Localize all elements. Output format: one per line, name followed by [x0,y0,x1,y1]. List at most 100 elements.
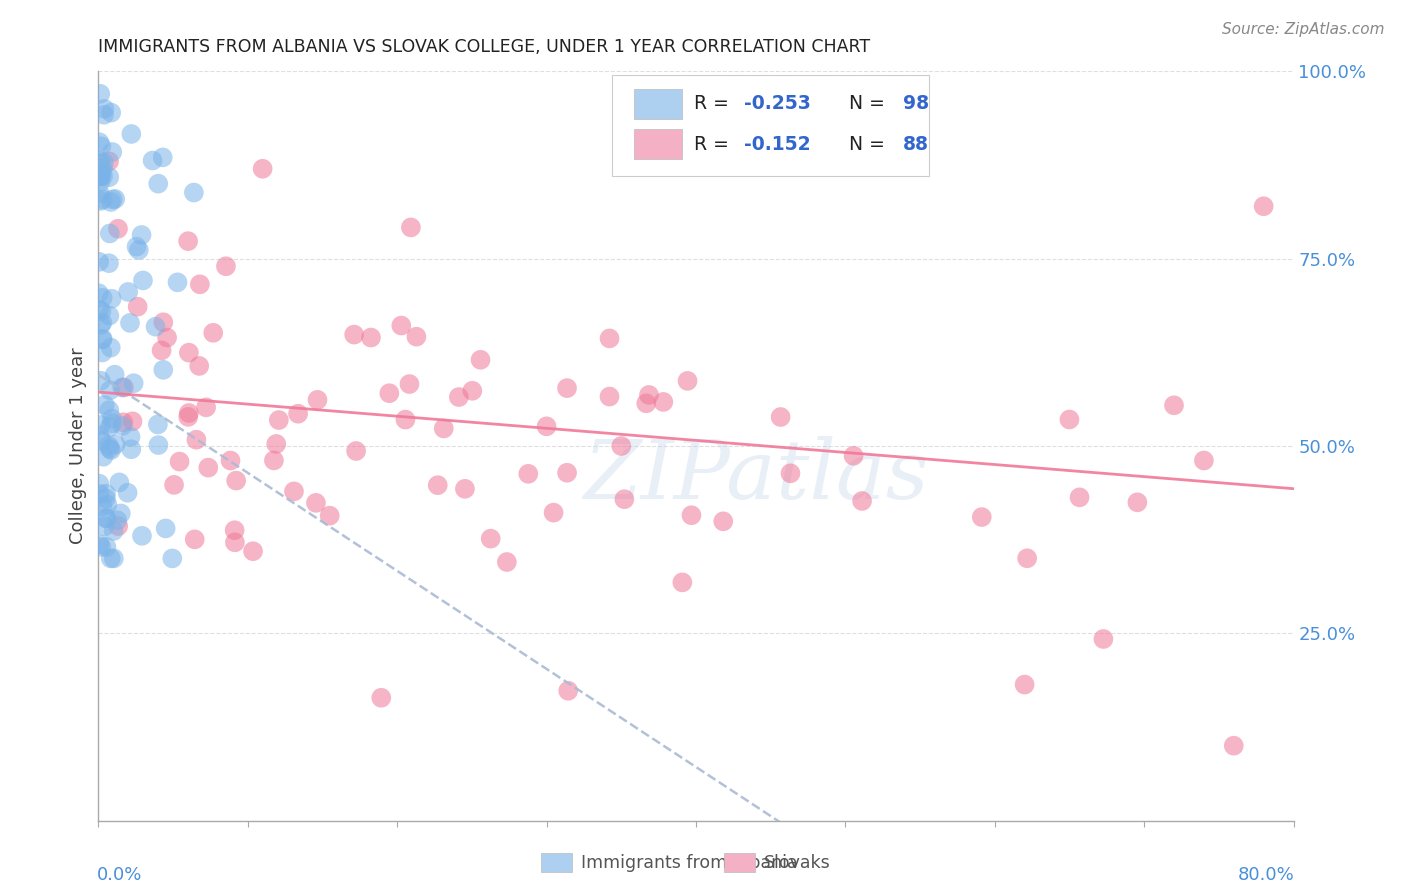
Point [186,433,208,447]
Text: -0.253: -0.253 [744,94,811,113]
Point [98,420,121,434]
Point [118,316,141,330]
Text: 80.0%: 80.0% [1237,865,1295,884]
Point [89,87,111,101]
Point [681,508,703,523]
Point [307,392,329,407]
Point [103,524,125,538]
Point [89,175,111,189]
Point [90,167,112,181]
Point [90,417,112,432]
Point [131,227,153,242]
Text: Slovaks: Slovaks [763,855,830,872]
Point [145,319,167,334]
Point [141,153,163,168]
Point [105,513,128,527]
Point [638,388,661,402]
Point [89,537,111,551]
Point [454,482,477,496]
Point [389,318,412,333]
Point [125,240,148,254]
Point [183,186,205,200]
Point [98,309,121,323]
Point [110,507,132,521]
Point [344,444,367,458]
Point [496,555,519,569]
Point [111,418,134,433]
Point [1223,739,1246,753]
Point [97,256,120,270]
Point [433,421,456,435]
Point [769,409,792,424]
Point [96,511,118,525]
Point [461,384,484,398]
Point [177,409,200,424]
Point [87,302,110,317]
Point [263,453,285,467]
Text: 98: 98 [903,94,929,113]
Text: Source: ZipAtlas.com: Source: ZipAtlas.com [1222,22,1385,37]
Point [370,690,392,705]
Point [156,330,179,344]
Point [155,521,177,535]
Point [426,478,449,492]
Point [98,384,121,398]
Text: R =: R = [693,135,734,153]
Point [598,390,620,404]
Point [224,523,246,537]
Point [613,492,636,507]
Point [177,345,200,359]
FancyBboxPatch shape [634,129,682,159]
Text: R =: R = [693,94,734,113]
Point [91,333,114,347]
Text: -0.152: -0.152 [744,135,810,153]
Point [177,406,200,420]
Point [104,192,127,206]
Point [183,533,205,547]
Point [711,514,734,528]
Point [1017,551,1039,566]
Point [120,442,142,457]
Point [111,380,134,394]
Point [101,417,124,431]
Point [100,105,122,120]
Point [305,496,328,510]
Point [378,386,401,401]
Point [94,486,117,500]
Point [517,467,540,481]
Point [219,453,242,467]
Point [215,259,238,273]
Point [267,413,290,427]
Point [98,442,121,456]
Point [1126,495,1149,509]
Point [652,395,675,409]
Point [98,403,121,417]
Point [101,145,124,159]
Point [91,193,114,207]
Point [264,437,287,451]
Point [842,449,865,463]
Point [1069,491,1091,505]
Point [127,300,149,314]
Text: N =: N = [837,135,891,153]
Point [100,551,122,566]
Point [555,381,578,395]
Point [536,419,558,434]
Point [104,368,127,382]
Point [93,102,115,116]
Point [89,169,111,184]
Point [91,316,114,330]
Point [150,343,173,358]
Point [122,376,145,391]
Point [148,177,170,191]
Point [360,330,382,344]
Y-axis label: College, Under 1 year: College, Under 1 year [69,348,87,544]
Point [120,127,142,141]
Point [96,498,118,512]
Point [146,417,169,432]
Point [91,161,114,176]
Point [89,169,111,183]
Point [671,575,693,590]
Point [132,273,155,287]
Point [405,329,427,343]
